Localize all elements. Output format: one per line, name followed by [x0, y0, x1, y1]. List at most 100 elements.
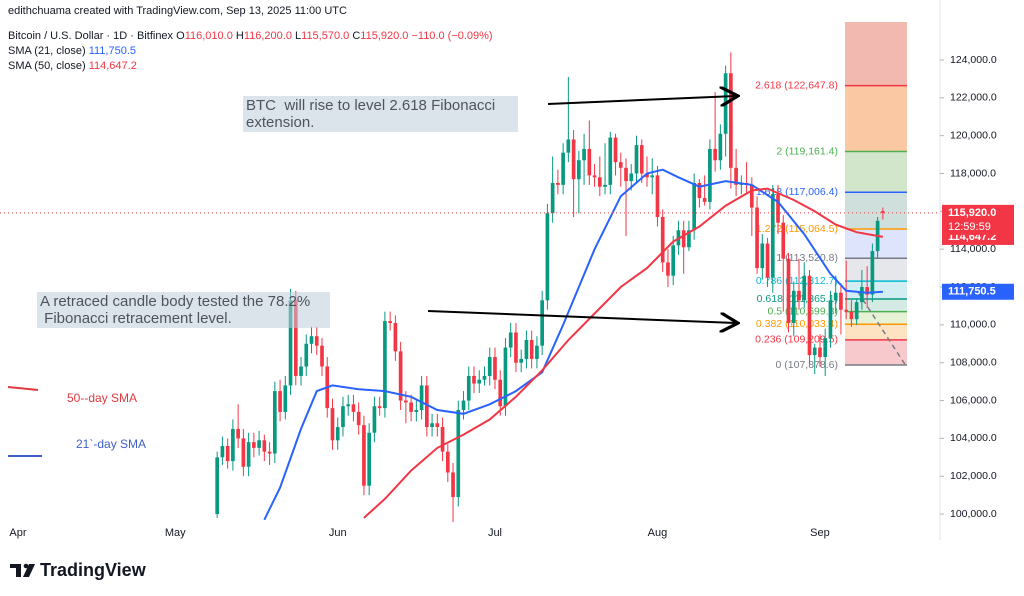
fib-band — [845, 324, 907, 340]
candle-body — [571, 139, 576, 180]
y-tick-label: 120,000.0 — [950, 129, 997, 141]
candle-body — [330, 408, 335, 441]
symbol: Bitcoin / U.S. Dollar · 1D · Bitfinex — [8, 30, 174, 42]
candle-body — [524, 340, 529, 359]
candle-body — [550, 182, 555, 214]
candle-body — [587, 148, 592, 176]
candle-body — [220, 445, 225, 458]
candle-body — [346, 404, 351, 407]
fib-label: 0 (107,878.6) — [776, 359, 838, 371]
candle-body — [718, 133, 723, 161]
candle-body — [215, 457, 219, 515]
candle-body — [419, 385, 424, 411]
candle-body — [377, 406, 382, 409]
quote-key: C — [352, 30, 361, 42]
candle-body — [713, 148, 717, 161]
price-tag-label: 111,750.5 — [948, 286, 996, 298]
candle-body — [561, 152, 565, 185]
sma-label: 50--day SMA — [67, 391, 137, 405]
fib-label: 2 (119,161.4) — [776, 145, 838, 157]
fib-band — [845, 258, 907, 282]
candle-body — [445, 451, 450, 473]
candle-body — [776, 194, 780, 223]
fib-label: 2.618 (122,647.8) — [755, 79, 838, 91]
candle-body — [435, 423, 440, 428]
y-tick-label: 124,000.0 — [950, 54, 997, 66]
fib-label: 0.382 (110,033.4) — [756, 318, 838, 330]
candle-body — [540, 300, 544, 346]
candle-body — [770, 194, 775, 278]
annotation-line: BTC will rise to level 2.618 Fibonacci — [246, 97, 496, 114]
arrow — [427, 310, 736, 323]
quote-key: H — [235, 30, 244, 42]
candle-body — [797, 290, 801, 301]
candle-body — [812, 347, 817, 356]
annotation: A retraced candle body tested the 78.2% … — [37, 292, 330, 328]
price-tag-label: 115,920.0 — [948, 207, 996, 219]
sma-line — [363, 187, 884, 519]
x-tick-label: May — [165, 527, 186, 539]
annotation-line: A retraced candle body tested the 78.2% — [40, 293, 311, 310]
price-tag — [942, 204, 1014, 235]
candle-body — [351, 404, 356, 412]
candle-body — [671, 245, 676, 276]
candle-body — [645, 173, 649, 178]
fib-label: 0.5 (110,699.3) — [768, 305, 838, 317]
sma-label: 21`-day SMA — [76, 437, 146, 451]
candle-body — [577, 160, 581, 180]
quote-value: 115,570.0 — [301, 30, 350, 42]
quote-change: −110.0 (−0.09%) — [411, 30, 493, 42]
x-tick-label: Jun — [329, 527, 347, 539]
arrow — [547, 96, 736, 104]
fib-band — [845, 299, 907, 312]
fib-label: 0.236 (109,209.5) — [755, 334, 838, 346]
candle-body — [666, 262, 670, 276]
candle-body — [503, 347, 508, 407]
candle-body — [650, 175, 655, 178]
candle-body — [278, 391, 282, 412]
candle-body — [231, 428, 235, 462]
candle-body — [854, 302, 859, 320]
candle-body — [603, 184, 607, 187]
candle-body — [519, 358, 524, 363]
candle-body — [755, 207, 759, 269]
candle-body — [272, 391, 277, 454]
symbol-line: Bitcoin / U.S. Dollar · 1D · Bitfinex O1… — [8, 30, 493, 42]
legend-line — [7, 386, 39, 391]
quote-value: 115,920.0 — [360, 30, 409, 42]
candle-body — [687, 230, 691, 248]
candle-body — [383, 321, 387, 409]
candle-body — [304, 343, 309, 367]
candle-body — [241, 438, 246, 467]
candle-body — [802, 275, 807, 301]
fib-band — [845, 311, 907, 325]
candle-body — [823, 338, 828, 358]
candle-body — [760, 243, 765, 269]
y-tick-label: 110,000.0 — [950, 319, 996, 331]
plot-area: 0 (107,878.6) 0.236 (109,209.5) 0.382 (110… — [0, 22, 940, 522]
candle-body — [252, 442, 256, 448]
candle-body — [629, 173, 634, 182]
legend-value: 111,750.5 — [88, 45, 137, 57]
candle-body — [372, 406, 377, 433]
candle-body — [729, 73, 733, 168]
y-tick-label: 104,000.0 — [950, 432, 997, 444]
candle-body — [388, 321, 392, 323]
fib-band — [845, 281, 907, 300]
candle-body — [681, 230, 686, 248]
x-tick-label: Sep — [810, 527, 830, 539]
candle-body — [749, 184, 754, 208]
candle-body — [839, 292, 843, 310]
candle-body — [398, 351, 403, 401]
y-tick-label: 106,000.0 — [950, 394, 997, 406]
candle-body — [482, 375, 487, 380]
logo-text: TradingView — [40, 560, 147, 580]
candle-body — [608, 137, 613, 185]
candle-body — [556, 182, 560, 185]
fib-band — [845, 85, 907, 152]
legend-entry: SMA (21, close) 111,750.5 — [8, 45, 136, 57]
candle-body — [702, 198, 707, 202]
candle-body — [493, 357, 497, 380]
